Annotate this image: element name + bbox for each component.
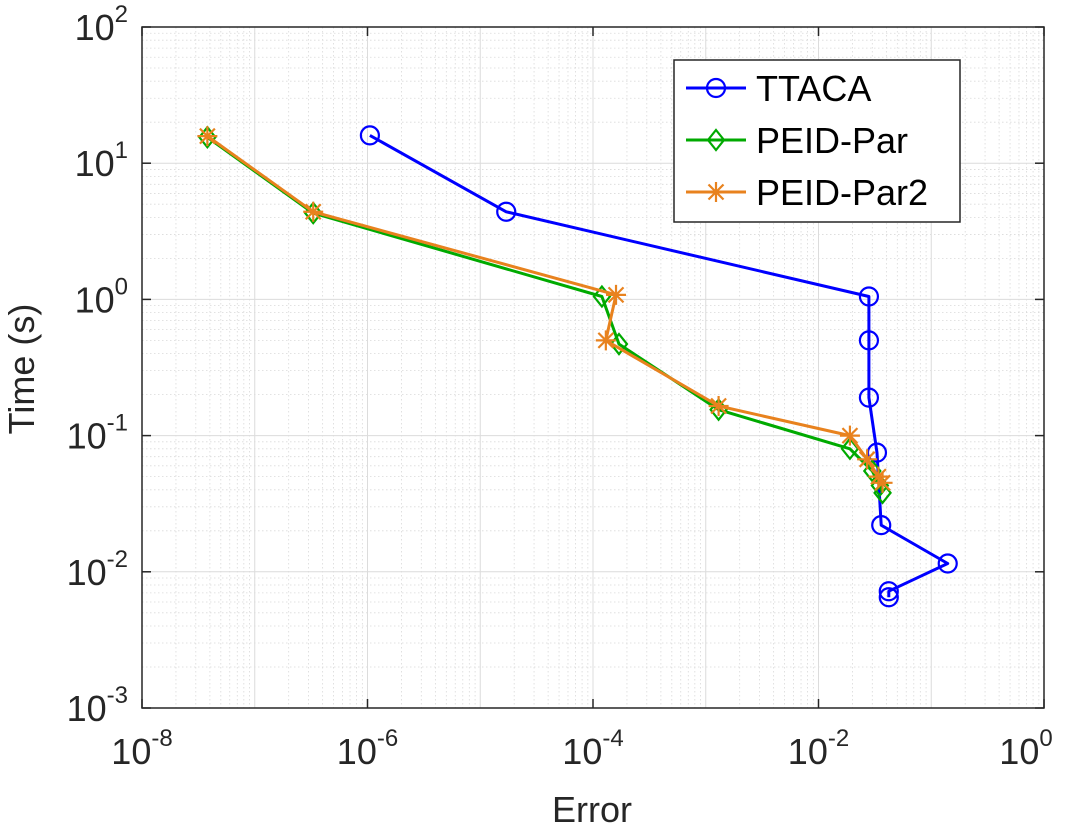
- data-point-ttaca: [871, 515, 892, 536]
- x-tick-exponent: -2: [828, 725, 849, 752]
- series-line-ttaca: [369, 134, 950, 598]
- data-point-peid-par2-stroke: [841, 427, 859, 444]
- y-tick-label: 10-2: [67, 546, 128, 593]
- data-point-peid-par2: [303, 201, 324, 222]
- data-point-peid-par2-stroke: [199, 127, 216, 145]
- series-peid-par2: [197, 126, 893, 493]
- data-point-peid-par2: [857, 449, 878, 470]
- y-axis-label: Time (s): [1, 304, 42, 435]
- x-tick-base: 10: [562, 731, 602, 772]
- y-tick-base: 10: [67, 552, 107, 593]
- data-point-peid-par2: [872, 472, 893, 493]
- x-tick-exponent: -8: [151, 725, 172, 752]
- data-point-ttaca: [878, 587, 899, 608]
- data-point-peid-par2: [839, 425, 860, 446]
- y-tick-base: 10: [75, 279, 115, 320]
- legend-label-peid-par: PEID-Par: [756, 120, 908, 161]
- y-tick-exponent: -1: [107, 410, 128, 437]
- legend-marker-ttaca: [705, 77, 727, 99]
- grid: [142, 27, 1044, 708]
- x-tick-base: 10: [337, 731, 377, 772]
- y-tick-exponent: 2: [115, 1, 128, 28]
- data-point-ttaca: [858, 286, 880, 307]
- data-point-peid-par2: [595, 330, 616, 351]
- data-point-peid-par: [197, 125, 217, 150]
- data-point-peid-par2-stroke: [597, 332, 615, 349]
- x-tick-label: 10-4: [562, 725, 623, 772]
- data-point-peid-par2-stroke: [858, 451, 876, 468]
- y-tick-label: 101: [75, 137, 128, 184]
- y-tick-exponent: 1: [115, 137, 128, 164]
- x-tick-label: 100: [999, 725, 1052, 772]
- y-tick-base: 10: [75, 7, 115, 48]
- x-tick-exponent: 0: [1039, 725, 1052, 752]
- x-tick-exponent: -4: [602, 725, 623, 752]
- data-point-peid-par2-stroke: [607, 286, 625, 304]
- data-point-ttaca: [496, 201, 517, 222]
- legend-marker-peid-par: [706, 128, 726, 152]
- data-point-peid-par2-stroke: [710, 397, 727, 415]
- plot-frame: [141, 26, 1045, 709]
- x-tick-label: 10-2: [788, 725, 849, 772]
- legend-item-peid-par2: PEID-Par2: [686, 172, 928, 213]
- y-tick-base: 10: [67, 688, 107, 729]
- legend: TTACA PEID-Par PEID-Par2: [673, 59, 961, 223]
- y-tick-exponent: 0: [115, 273, 128, 300]
- legend-label-ttaca: TTACA: [756, 68, 871, 109]
- y-tick-label: 10-1: [67, 410, 128, 457]
- x-tick-base: 10: [788, 731, 828, 772]
- x-tick-base: 10: [999, 731, 1039, 772]
- data-point-peid-par2-stroke: [874, 474, 891, 492]
- series-ttaca: [359, 125, 958, 608]
- y-tick-label: 10-3: [67, 682, 128, 729]
- data-point-peid-par2-stroke: [870, 468, 887, 485]
- legend-item-peid-par: PEID-Par: [686, 120, 908, 161]
- data-point-peid-par2: [708, 395, 729, 416]
- x-tick-base: 10: [111, 731, 151, 772]
- y-tick-label: 100: [75, 273, 128, 320]
- data-point-peid-par2: [606, 284, 627, 305]
- y-tick-exponent: -2: [107, 546, 128, 573]
- legend-marker-peid-par2-stroke: [707, 183, 725, 201]
- data-point-ttaca: [937, 553, 958, 574]
- x-axis-label: Error: [552, 789, 632, 828]
- legend-marker-peid-par2: [706, 182, 726, 202]
- data-point-peid-par2-stroke: [304, 203, 322, 221]
- legend-item-ttaca: TTACA: [686, 68, 871, 109]
- data-point-peid-par2: [197, 126, 218, 147]
- x-tick-label: 10-8: [111, 725, 172, 772]
- data-point-ttaca: [858, 330, 880, 351]
- data-point-ttaca: [858, 387, 880, 408]
- y-tick-base: 10: [67, 416, 107, 457]
- y-tick-exponent: -3: [107, 682, 128, 709]
- y-tick-base: 10: [75, 143, 115, 184]
- x-tick-label: 10-6: [337, 725, 398, 772]
- data-point-ttaca: [878, 581, 899, 602]
- x-tick-exponent: -6: [377, 725, 398, 752]
- series: [197, 125, 958, 608]
- data-point-ttaca: [359, 125, 380, 146]
- legend-label-peid-par2: PEID-Par2: [756, 172, 928, 213]
- y-tick-label: 102: [75, 1, 128, 48]
- x-tick-labels: 10-8 10-6 10-4 10-2 100: [111, 725, 1052, 772]
